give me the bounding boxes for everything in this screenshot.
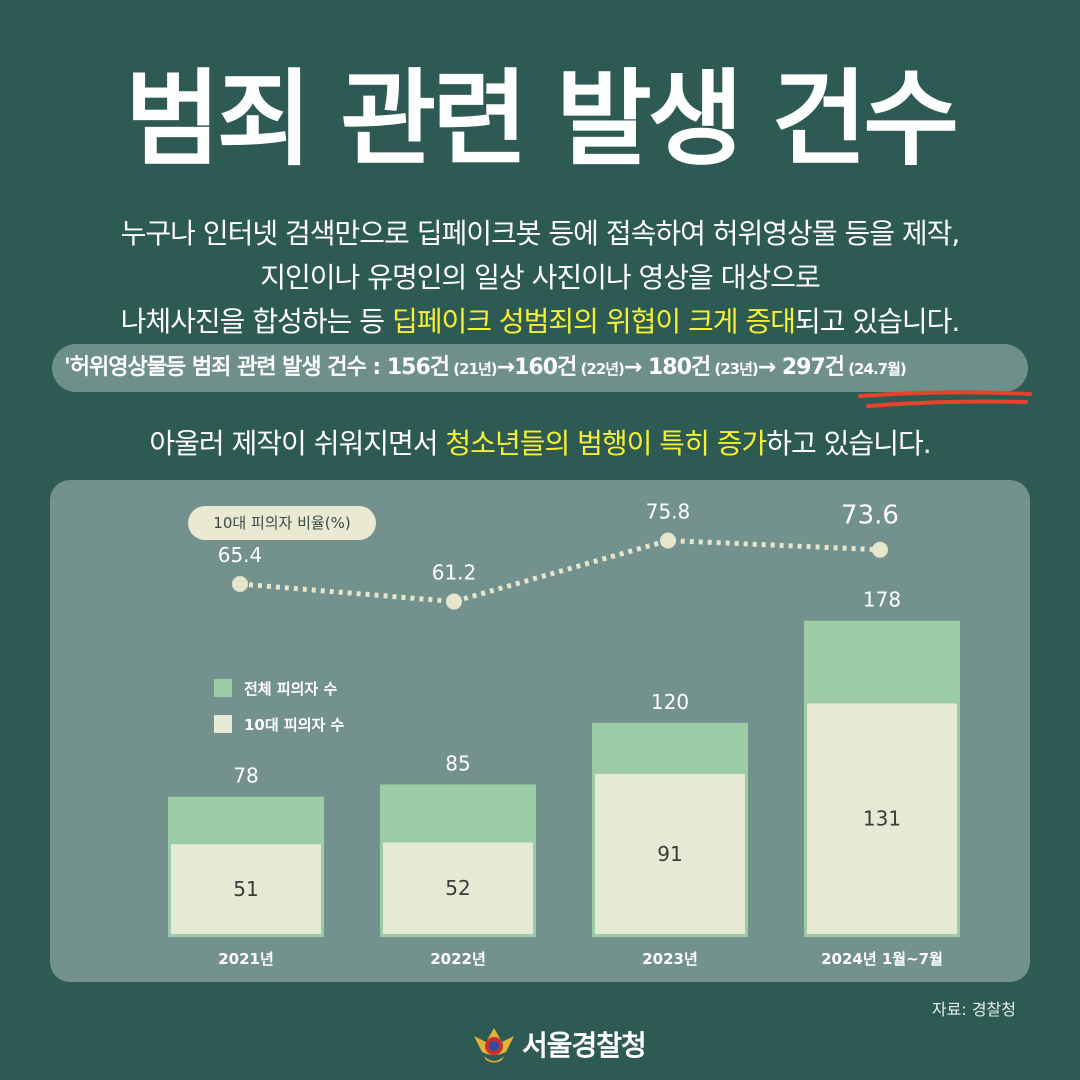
bar-base-2 bbox=[592, 934, 748, 937]
ratio-point-3 bbox=[872, 541, 888, 558]
footer: 서울경찰청 bbox=[472, 1018, 647, 1070]
x-tick-label-3: 2024년 1월~7월 bbox=[821, 950, 943, 968]
stat-2023-year: (23년) bbox=[710, 360, 758, 378]
footer-agency-name: 서울경찰청 bbox=[522, 1029, 647, 1062]
teen-statement: 아울러 제작이 쉬워지면서 청소년들의 범행이 특히 증가하고 있습니다. bbox=[0, 424, 1080, 464]
page-title: 범죄 관련 발생 건수 bbox=[124, 58, 959, 180]
description-line-2: 지인이나 유명인의 일상 사진이나 영상을 대상으로 bbox=[260, 261, 820, 294]
stat-2022-value: 160건 bbox=[514, 355, 577, 380]
legend-label-total: 전체 피의자 수 bbox=[244, 679, 338, 698]
legend-item-teen: 10대 피의자 수 bbox=[214, 706, 344, 742]
stat-2024-year: (24.7월) bbox=[844, 360, 907, 378]
bar-teen-3 bbox=[807, 703, 957, 934]
bar-total-label-0: 78 bbox=[233, 764, 258, 788]
ratio-line bbox=[239, 538, 881, 605]
stat-arrow-2: → bbox=[623, 355, 648, 380]
x-tick-label-1: 2022년 bbox=[430, 950, 486, 968]
ratio-series-label: 10대 피의자 비율(%) bbox=[188, 506, 376, 540]
red-underline bbox=[858, 390, 1032, 408]
stat-2021-value: 156건 bbox=[386, 355, 450, 380]
legend-label-teen: 10대 피의자 수 bbox=[244, 715, 345, 734]
bar-base-1 bbox=[380, 934, 536, 937]
ratio-point-label-1: 61.2 bbox=[432, 561, 477, 585]
description-highlight: 딥페이크 성범죄의 위협이 크게 증대 bbox=[391, 305, 796, 338]
teen-statement-highlight: 청소년들의 범행이 특히 증가 bbox=[445, 427, 767, 460]
x-tick-label-0: 2021년 bbox=[218, 950, 274, 968]
ratio-point-label-2: 75.8 bbox=[646, 500, 691, 524]
bar-teen-0 bbox=[171, 844, 321, 934]
bar-base-0 bbox=[168, 934, 324, 937]
bar-teen-label-2: 91 bbox=[657, 842, 682, 866]
stat-arrow-1: → bbox=[496, 355, 515, 380]
bar-base-3 bbox=[804, 934, 960, 937]
stat-arrow-3: → bbox=[757, 355, 782, 380]
ratio-point-0 bbox=[232, 576, 248, 592]
bar-teen-label-3: 131 bbox=[863, 807, 901, 831]
stat-summary: '허위영상물등 범죄 관련 발생 건수 : 156건 (21년)→160건 (2… bbox=[64, 344, 907, 392]
description-line-3: 나체사진을 합성하는 등 딥페이크 성범죄의 위협이 크게 증대되고 있습니다. bbox=[40, 300, 1040, 344]
ratio-point-label-3: 73.6 bbox=[841, 501, 899, 531]
police-emblem-icon bbox=[474, 1028, 514, 1063]
ratio-point-2 bbox=[660, 532, 676, 549]
stat-2021-year: (21년) bbox=[449, 360, 497, 378]
stat-2023-value: 180건 bbox=[647, 355, 711, 380]
bar-teen-label-1: 52 bbox=[445, 876, 470, 900]
legend-swatch-total bbox=[214, 679, 232, 697]
stat-pill bbox=[52, 344, 1028, 392]
ratio-point-1 bbox=[446, 593, 462, 610]
description-line-3-pre: 나체사진을 합성하는 등 bbox=[120, 305, 392, 338]
description-line-3-post: 되고 있습니다. bbox=[794, 305, 960, 338]
teen-statement-pre: 아울러 제작이 쉬워지면서 bbox=[149, 427, 446, 460]
description-line-1: 누구나 인터넷 검색만으로 딥페이크봇 등에 접속하여 허위영상물 등을 제작, bbox=[120, 217, 961, 250]
legend-swatch-teen bbox=[214, 715, 232, 733]
stat-2022-year: (22년) bbox=[576, 360, 624, 378]
bar-total-label-2: 120 bbox=[651, 690, 689, 714]
source-note: 자료: 경찰청 bbox=[931, 1000, 1016, 1019]
legend-item-total: 전체 피의자 수 bbox=[214, 670, 344, 706]
legend: 전체 피의자 수 10대 피의자 수 bbox=[214, 670, 344, 742]
stat-label: '허위영상물등 범죄 관련 발생 건수 : bbox=[64, 355, 387, 380]
bar-teen-2 bbox=[595, 773, 745, 934]
bar-total-label-3: 178 bbox=[863, 588, 901, 612]
stat-2024-value: 297건 bbox=[781, 355, 845, 380]
bar-teen-1 bbox=[383, 842, 533, 934]
description: 누구나 인터넷 검색만으로 딥페이크봇 등에 접속하여 허위영상물 등을 제작,… bbox=[40, 212, 1040, 344]
teen-statement-post: 하고 있습니다. bbox=[766, 427, 931, 460]
ratio-point-label-0: 65.4 bbox=[218, 543, 263, 567]
bar-teen-label-0: 51 bbox=[233, 877, 258, 901]
bar-total-label-1: 85 bbox=[445, 751, 470, 775]
x-tick-label-2: 2023년 bbox=[642, 950, 698, 968]
